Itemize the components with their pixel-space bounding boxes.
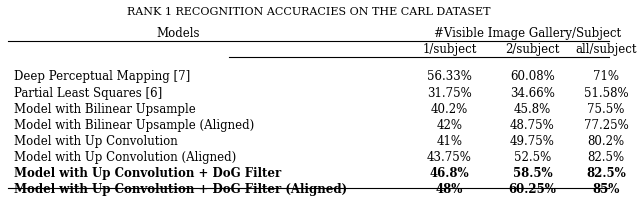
Text: 41%: 41% — [436, 135, 463, 148]
Text: 42%: 42% — [436, 119, 463, 132]
Text: Model with Up Convolution + DoG Filter (Aligned): Model with Up Convolution + DoG Filter (… — [13, 183, 347, 196]
Text: 51.58%: 51.58% — [584, 86, 628, 100]
Text: 77.25%: 77.25% — [584, 119, 628, 132]
Text: 60.25%: 60.25% — [509, 183, 556, 196]
Text: 40.2%: 40.2% — [431, 103, 468, 116]
Text: 46.8%: 46.8% — [429, 167, 469, 180]
Text: all/subject: all/subject — [575, 43, 637, 56]
Text: #Visible Image Gallery/Subject: #Visible Image Gallery/Subject — [435, 27, 621, 40]
Text: Model with Bilinear Upsample (Aligned): Model with Bilinear Upsample (Aligned) — [13, 119, 254, 132]
Text: 56.33%: 56.33% — [427, 70, 472, 83]
Text: 31.75%: 31.75% — [427, 86, 472, 100]
Text: 82.5%: 82.5% — [588, 151, 625, 164]
Text: Partial Least Squares [6]: Partial Least Squares [6] — [13, 86, 162, 100]
Text: 49.75%: 49.75% — [510, 135, 555, 148]
Text: RANK 1 RECOGNITION ACCURACIES ON THE CARL DATASET: RANK 1 RECOGNITION ACCURACIES ON THE CAR… — [127, 7, 490, 17]
Text: Model with Bilinear Upsample: Model with Bilinear Upsample — [13, 103, 195, 116]
Text: Model with Up Convolution (Aligned): Model with Up Convolution (Aligned) — [13, 151, 236, 164]
Text: 52.5%: 52.5% — [514, 151, 551, 164]
Text: 85%: 85% — [593, 183, 620, 196]
Text: 34.66%: 34.66% — [510, 86, 555, 100]
Text: Models: Models — [156, 27, 200, 40]
Text: 48%: 48% — [436, 183, 463, 196]
Text: 60.08%: 60.08% — [510, 70, 555, 83]
Text: Model with Up Convolution + DoG Filter: Model with Up Convolution + DoG Filter — [13, 167, 281, 180]
Text: 45.8%: 45.8% — [514, 103, 551, 116]
Text: 2/subject: 2/subject — [505, 43, 559, 56]
Text: 58.5%: 58.5% — [513, 167, 552, 180]
Text: 43.75%: 43.75% — [427, 151, 472, 164]
Text: 75.5%: 75.5% — [588, 103, 625, 116]
Text: 48.75%: 48.75% — [510, 119, 555, 132]
Text: Model with Up Convolution: Model with Up Convolution — [13, 135, 177, 148]
Text: 80.2%: 80.2% — [588, 135, 625, 148]
Text: 1/subject: 1/subject — [422, 43, 477, 56]
Text: Deep Perceptual Mapping [7]: Deep Perceptual Mapping [7] — [13, 70, 190, 83]
Text: 82.5%: 82.5% — [586, 167, 626, 180]
Text: 71%: 71% — [593, 70, 619, 83]
